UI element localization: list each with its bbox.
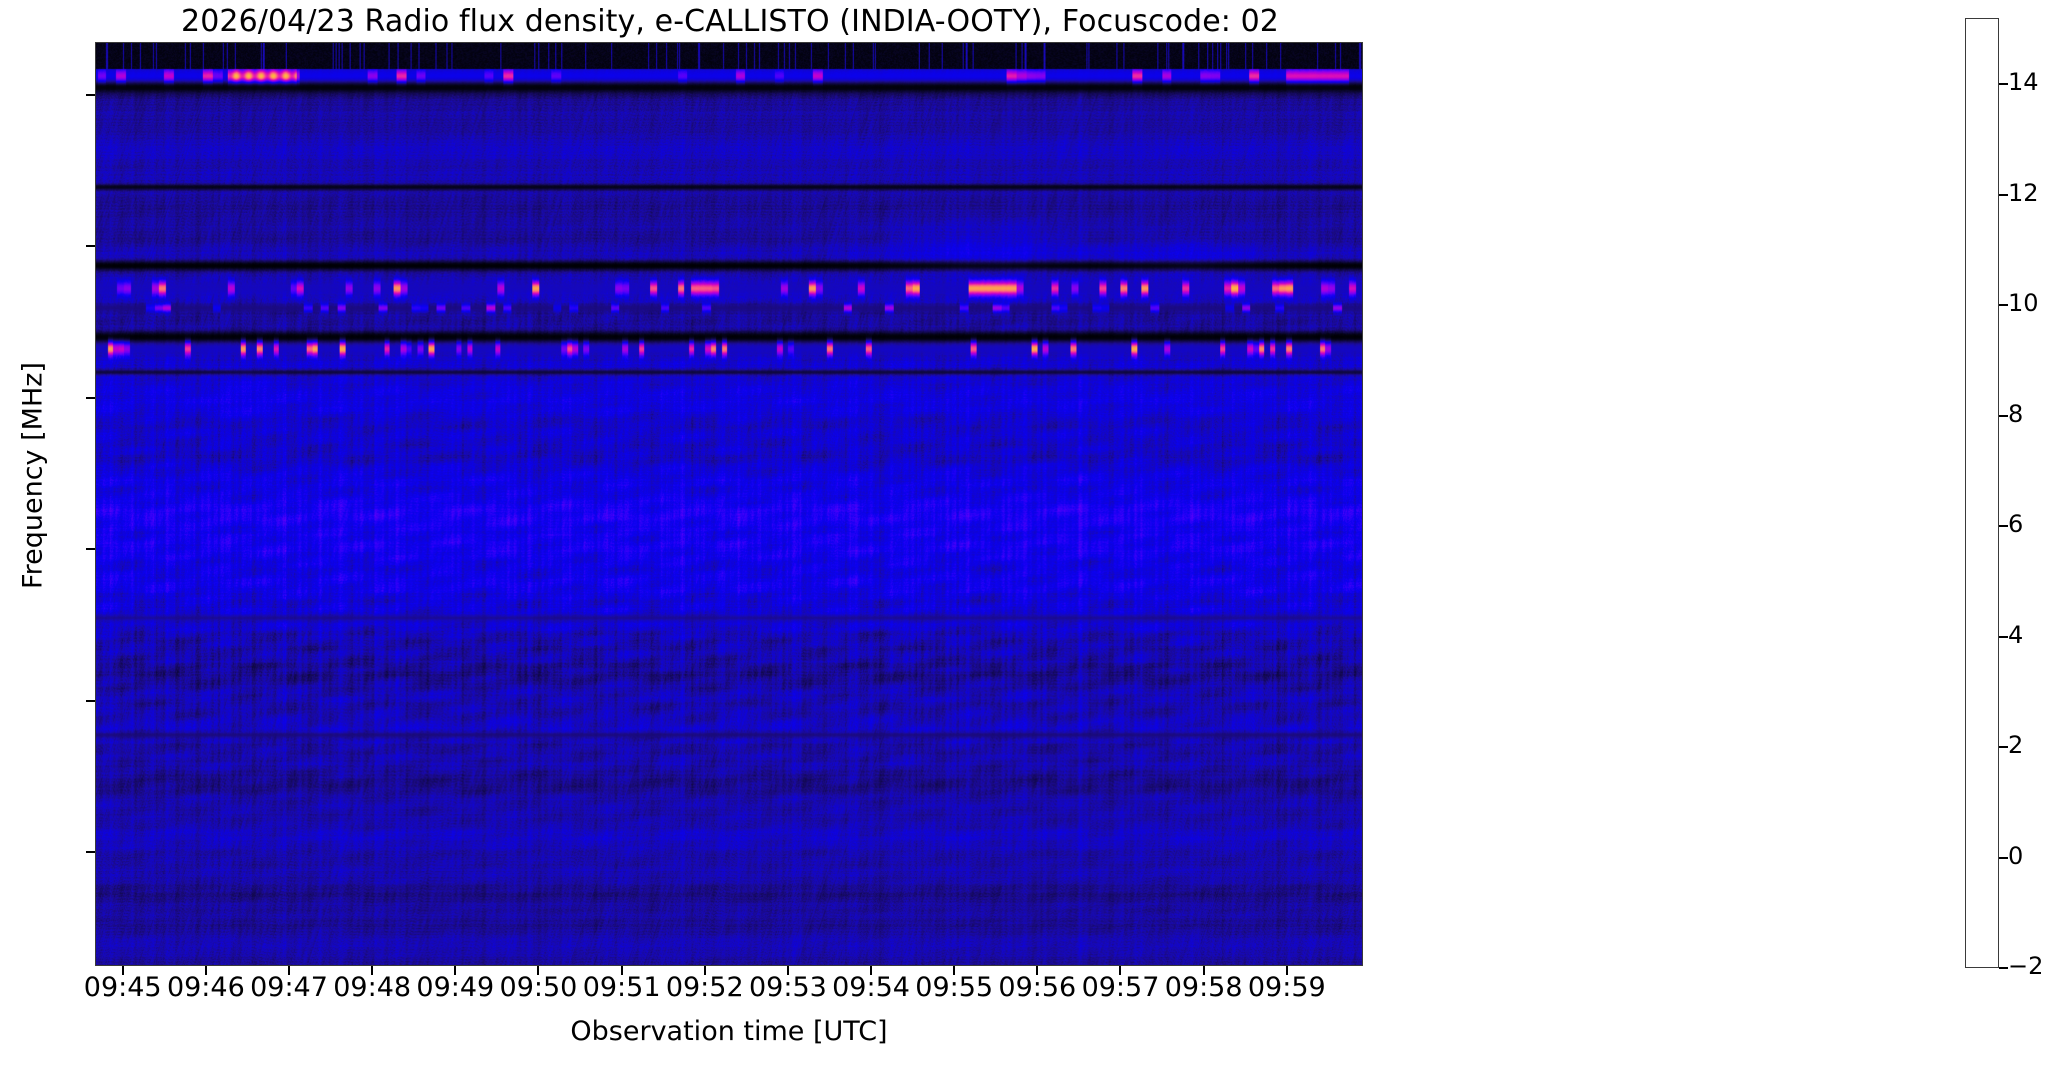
x-axis-label: Observation time [UTC]: [570, 1016, 888, 1047]
x-tick-label: 09:50: [499, 972, 578, 1003]
x-tick-label: 09:47: [250, 972, 328, 1003]
colorbar-tick-label: 8: [2008, 399, 2024, 428]
y-tick-mark: [86, 548, 95, 551]
colorbar-tick-mark: [1999, 967, 2008, 969]
x-tick-mark: [204, 966, 207, 975]
x-tick-mark: [1119, 966, 1122, 975]
x-tick-label: 09:48: [333, 972, 412, 1003]
x-tick-label: 09:55: [915, 972, 994, 1003]
x-tick-label: 09:57: [1081, 972, 1160, 1003]
colorbar-tick-mark: [1999, 83, 2008, 86]
x-tick-mark: [786, 966, 789, 975]
y-tick-mark: [86, 245, 95, 248]
x-tick-mark: [121, 966, 124, 975]
colorbar-tick-mark: [1999, 193, 2008, 196]
x-tick-mark: [703, 966, 706, 975]
colorbar-tick-label: 4: [2008, 620, 2024, 649]
colorbar-tick-label: 2: [2008, 731, 2024, 760]
y-tick-mark: [86, 94, 95, 97]
spectrogram-image: [96, 43, 1362, 965]
colorbar-tick-label: −2: [2008, 952, 2044, 980]
colorbar-tick-mark: [1999, 525, 2008, 528]
x-tick-mark: [371, 966, 374, 975]
spectrogram-plot-area: [95, 42, 1363, 966]
colorbar-tick-mark: [1999, 635, 2008, 638]
colorbar-tick-label: 0: [2008, 841, 2024, 870]
x-tick-label: 09:53: [748, 972, 827, 1003]
x-tick-label: 09:58: [1164, 972, 1243, 1003]
x-tick-mark: [537, 966, 540, 975]
x-tick-label: 09:45: [83, 972, 162, 1003]
colorbar-tick-label: 10: [2008, 289, 2039, 318]
colorbar-tick-label: 14: [2008, 68, 2039, 97]
x-tick-label: 09:52: [665, 972, 744, 1003]
x-tick-mark: [1202, 966, 1205, 975]
x-tick-label: 09:51: [582, 972, 661, 1003]
x-tick-label: 09:54: [832, 972, 910, 1003]
y-tick-mark: [86, 851, 95, 854]
colorbar-tick-mark: [1999, 414, 2008, 417]
colorbar-tick-label: 12: [2008, 178, 2039, 207]
x-tick-label: 09:46: [166, 972, 245, 1003]
x-tick-mark: [870, 966, 873, 975]
y-tick-mark: [86, 699, 95, 702]
x-tick-label: 09:56: [998, 972, 1077, 1003]
colorbar-tick-label: 6: [2008, 510, 2024, 539]
x-tick-mark: [288, 966, 290, 975]
x-tick-mark: [953, 966, 956, 975]
figure-title: 2026/04/23 Radio flux density, e-CALLIST…: [181, 4, 1279, 39]
y-axis-label: Frequency [MHz]: [17, 362, 49, 589]
colorbar-tick-mark: [1999, 856, 2008, 859]
colorbar-gradient: [1965, 18, 1999, 968]
y-tick-mark: [86, 396, 95, 399]
x-tick-mark: [1285, 966, 1288, 975]
x-tick-label: 09:49: [416, 972, 495, 1003]
x-tick-mark: [454, 966, 457, 975]
colorbar-tick-mark: [1999, 304, 2008, 307]
colorbar-tick-mark: [1999, 746, 2008, 749]
x-tick-mark: [1036, 966, 1039, 975]
x-tick-label: 09:59: [1247, 972, 1326, 1003]
x-tick-mark: [620, 966, 623, 975]
